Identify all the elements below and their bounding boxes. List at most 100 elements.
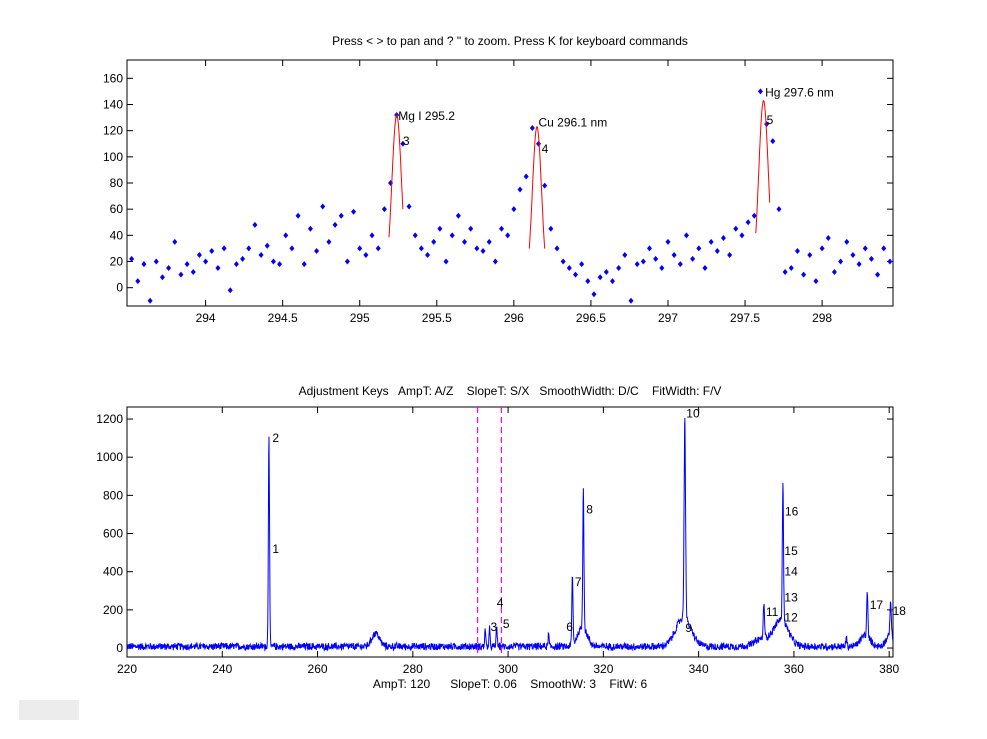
data-point [659,265,665,272]
peak-annotation: Hg 297.6 nm [765,86,834,100]
data-layer [129,88,893,304]
data-point [887,258,893,265]
bottom-plot-full-spectrum[interactable]: 220 240 260 280 300 320 340 360 380 0 200 400 600 800… [96,406,906,676]
data-point [819,245,825,252]
data-point [159,274,165,281]
data-point [517,186,523,193]
data-point [764,121,770,128]
data-point [714,248,720,255]
data-point [468,225,474,232]
peak-number-label: 18 [893,604,907,618]
data-point [283,232,289,239]
y-tick-label: 800 [103,488,123,502]
data-point [196,251,202,258]
data-point [671,251,677,258]
data-point [579,261,585,268]
data-point [141,261,147,268]
data-point [178,271,184,278]
data-point [757,88,763,95]
plot-area [126,59,894,307]
data-point [523,173,529,180]
y-tick-label: 200 [103,603,123,617]
y-tick-label: 100 [103,150,123,164]
data-point [425,251,431,258]
x-tick-label: 297.5 [730,311,760,325]
data-point [215,265,221,272]
data-point [862,245,868,252]
data-point [720,234,726,241]
data-point [375,245,381,252]
data-point [868,255,874,262]
data-point [295,212,301,219]
data-point [622,251,628,258]
data-point [221,245,227,252]
data-point [499,225,505,232]
data-point [381,206,387,213]
data-point [751,212,757,219]
data-point [320,203,326,210]
peak-annotation: 3 [403,134,410,148]
x-tick-label: 380 [879,662,899,676]
data-point [314,248,320,255]
data-point [258,251,264,258]
peak-number-label: 12 [784,610,798,624]
gaussian-fit-curve [755,99,771,234]
data-point [782,268,788,275]
top-plot-zoomed-view[interactable]: 294 294.5 295 295.5 296 296.5 297 297.5 298 0 20 40… [103,59,899,325]
data-point [190,268,196,275]
peak-number-label: 17 [870,598,884,612]
peak-number-label: 1 [272,542,279,556]
data-point [665,238,671,245]
data-point [690,255,696,262]
data-point [542,182,548,189]
top-plot-title: Press < > to pan and ? " to zoom. Press … [332,34,688,48]
x-tick-label: 295 [350,311,370,325]
data-point [776,206,782,213]
y-tick-label: 160 [103,71,123,85]
y-tick-label: 400 [103,565,123,579]
data-point [548,225,554,232]
figure-button[interactable] [19,700,79,720]
gaussian-fit-curve [528,125,546,249]
data-point [745,219,751,226]
data-point [807,251,813,258]
data-point [147,297,153,304]
data-point [727,251,733,258]
data-point [511,206,517,213]
data-point [172,238,178,245]
y-tick-label: 80 [110,176,124,190]
data-point [505,232,511,239]
data-point [209,248,215,255]
x-tick-label: 294.5 [268,311,298,325]
data-point [332,221,338,228]
data-point [646,245,652,252]
spectrum-line [127,417,893,652]
x-tick-label: 240 [212,662,232,676]
x-tick-label: 320 [593,662,613,676]
x-tick-label: 300 [498,662,518,676]
x-tick-label: 260 [308,662,328,676]
data-point [301,261,307,268]
data-point [184,261,190,268]
data-point [412,232,418,239]
data-point [431,238,437,245]
data-point [492,258,498,265]
peak-number-label: 14 [784,564,798,578]
x-tick-label: 294 [196,311,216,325]
data-point [653,255,659,262]
data-point [363,251,369,258]
data-point [844,238,850,245]
data-point [455,212,461,219]
data-point [462,238,468,245]
peak-number-label: 10 [686,406,700,420]
y-tick-label: 0 [116,641,123,655]
peak-number-label: 2 [272,431,279,445]
data-point [573,271,579,278]
data-point [813,278,819,285]
data-point [739,232,745,239]
data-point [566,265,572,272]
data-point [326,238,332,245]
data-point [536,140,542,147]
